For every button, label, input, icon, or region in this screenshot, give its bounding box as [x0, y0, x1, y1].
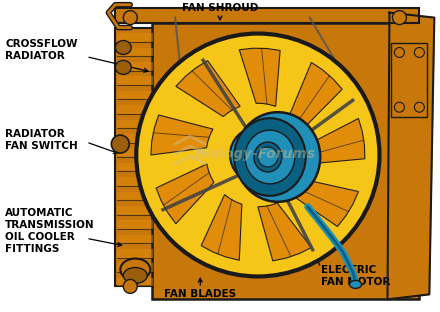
Text: RADIATOR
FAN SWITCH: RADIATOR FAN SWITCH — [5, 129, 78, 151]
Ellipse shape — [245, 130, 295, 184]
Polygon shape — [176, 61, 240, 117]
Bar — [117, 119, 153, 128]
Bar — [117, 91, 153, 100]
Ellipse shape — [115, 61, 131, 74]
Text: ELECTRIC
FAN MOTOR: ELECTRIC FAN MOTOR — [321, 265, 390, 287]
Bar — [117, 235, 153, 243]
Polygon shape — [151, 115, 213, 155]
Bar — [117, 76, 153, 85]
Circle shape — [394, 102, 404, 112]
Bar — [117, 149, 153, 157]
Polygon shape — [156, 164, 214, 224]
Polygon shape — [201, 195, 242, 260]
Polygon shape — [308, 119, 365, 164]
Circle shape — [230, 127, 286, 183]
Ellipse shape — [115, 41, 131, 55]
Text: FAN SHROUD: FAN SHROUD — [182, 3, 258, 13]
Ellipse shape — [234, 118, 306, 196]
Bar — [117, 177, 153, 186]
Bar — [392, 42, 427, 117]
Bar — [117, 206, 153, 215]
Ellipse shape — [350, 280, 362, 288]
Text: CROSSFLOW
RADIATOR: CROSSFLOW RADIATOR — [5, 39, 77, 61]
Bar — [117, 134, 153, 143]
Ellipse shape — [254, 142, 282, 172]
Circle shape — [392, 11, 407, 25]
Polygon shape — [290, 62, 342, 129]
Bar — [117, 263, 153, 272]
Bar — [152, 22, 419, 299]
Circle shape — [258, 147, 278, 167]
Bar — [115, 8, 419, 22]
Polygon shape — [258, 203, 312, 261]
Bar — [117, 163, 153, 171]
Polygon shape — [291, 179, 359, 227]
Bar — [117, 105, 153, 114]
Circle shape — [414, 47, 424, 57]
Text: Biology-Forums: Biology-Forums — [194, 147, 315, 161]
Ellipse shape — [111, 135, 129, 153]
Circle shape — [123, 280, 137, 293]
Circle shape — [242, 139, 274, 171]
Ellipse shape — [123, 267, 147, 283]
Circle shape — [123, 11, 137, 25]
Bar — [117, 48, 153, 56]
Bar — [117, 62, 153, 71]
Bar — [117, 249, 153, 258]
Circle shape — [136, 34, 379, 276]
Bar — [117, 220, 153, 229]
Circle shape — [414, 102, 424, 112]
Circle shape — [394, 47, 404, 57]
Text: AUTOMATIC
TRANSMISSION
OIL COOLER
FITTINGS: AUTOMATIC TRANSMISSION OIL COOLER FITTIN… — [5, 207, 95, 254]
Bar — [117, 192, 153, 200]
Polygon shape — [388, 13, 434, 299]
Bar — [115, 27, 155, 286]
Text: FAN BLADES: FAN BLADES — [164, 289, 236, 299]
Bar — [117, 33, 153, 42]
Ellipse shape — [235, 112, 320, 202]
Ellipse shape — [120, 259, 150, 280]
Polygon shape — [239, 48, 280, 106]
Bar — [117, 278, 153, 286]
